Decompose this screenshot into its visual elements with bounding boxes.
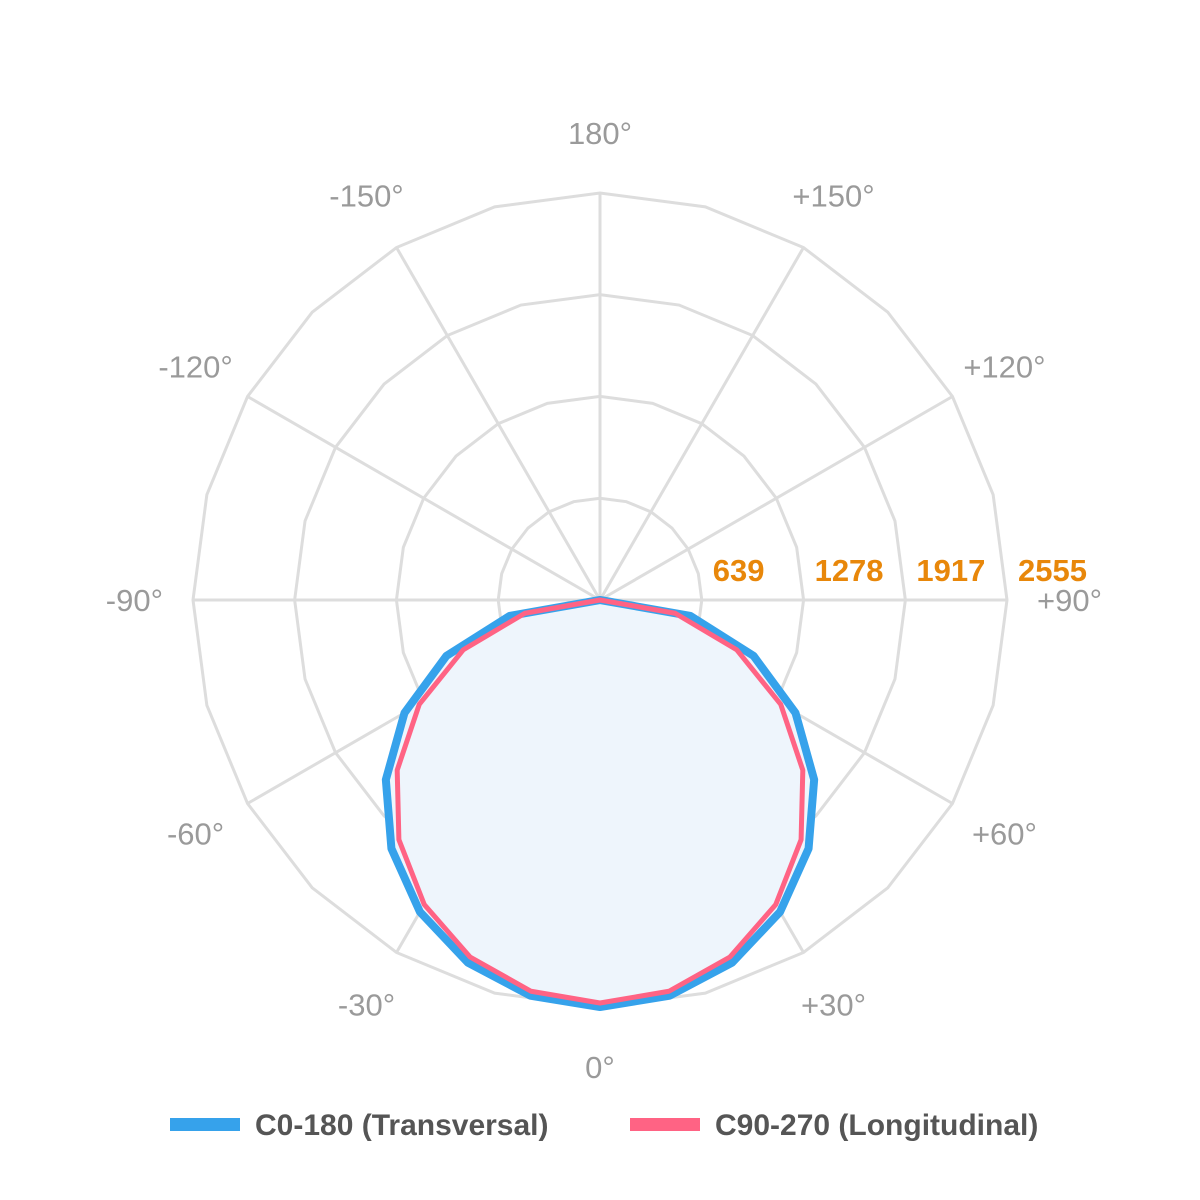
radial-label: 2555	[1018, 553, 1087, 588]
legend-label-c0-180: C0-180 (Transversal)	[255, 1109, 549, 1142]
angle-label: +120°	[963, 350, 1045, 385]
angle-label: -120°	[158, 350, 232, 385]
angle-label: 180°	[568, 116, 632, 151]
series-layer	[381, 596, 819, 1011]
radial-label: 639	[713, 553, 765, 588]
angle-label: +90°	[1037, 583, 1102, 618]
angle-label: -30°	[338, 987, 395, 1022]
angle-label: -150°	[329, 179, 403, 214]
legend-swatch-c90-270	[630, 1118, 700, 1131]
angle-label: +60°	[972, 817, 1037, 852]
grid-spoke	[395, 246, 602, 601]
legend-swatch-c0-180	[170, 1118, 240, 1131]
legend-item-c0-180[interactable]: C0-180 (Transversal)	[170, 1109, 549, 1142]
radial-label: 1278	[815, 553, 884, 588]
legend: C0-180 (Transversal) C90-270 (Longitudin…	[170, 1109, 1038, 1142]
grid-spoke	[246, 395, 601, 602]
series-line-0	[381, 596, 819, 1011]
grid-spoke	[599, 395, 954, 602]
angle-label: +150°	[792, 179, 874, 214]
grid-spoke	[598, 246, 805, 601]
legend-label-c90-270: C90-270 (Longitudinal)	[715, 1109, 1038, 1142]
angle-labels: 0° +30° +60° +90° +120° +150° 180° -150° -120° -9…	[106, 116, 1102, 1085]
angle-label: -90°	[106, 583, 163, 618]
angle-label: -60°	[167, 817, 224, 852]
radial-labels: 639 1278 1917 2555	[713, 553, 1087, 588]
legend-item-c90-270[interactable]: C90-270 (Longitudinal)	[630, 1109, 1038, 1142]
angle-label: 0°	[585, 1050, 615, 1085]
radial-label: 1917	[916, 553, 985, 588]
angle-label: +30°	[801, 987, 866, 1022]
